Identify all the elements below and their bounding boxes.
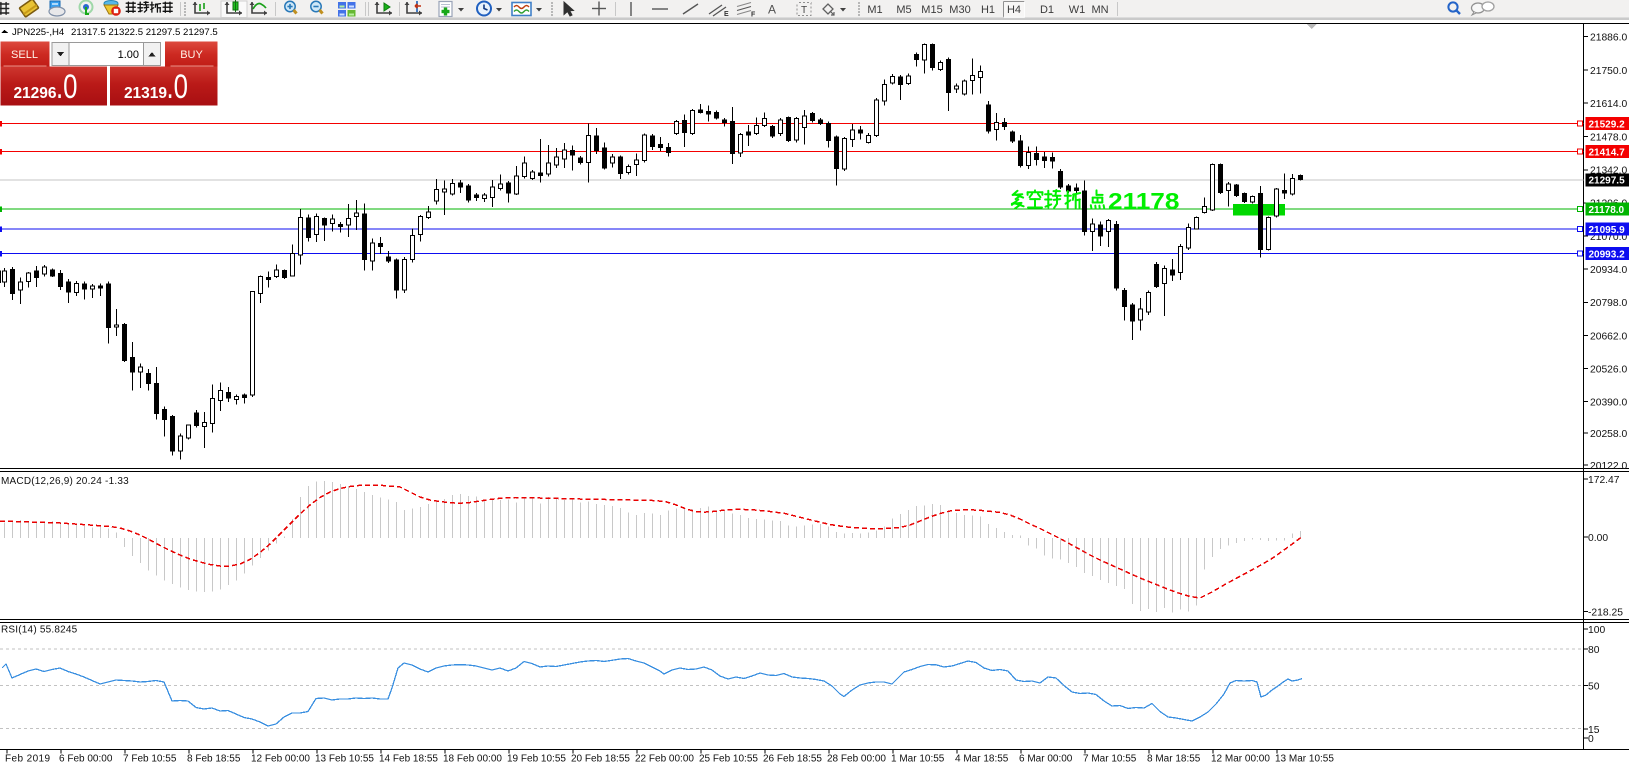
svg-text:18 Feb 00:00: 18 Feb 00:00 <box>443 754 502 765</box>
svg-text:80: 80 <box>1588 645 1600 656</box>
svg-text:H4: H4 <box>1007 4 1021 16</box>
svg-text:21095.9: 21095.9 <box>1589 225 1626 236</box>
svg-text:20122.0: 20122.0 <box>1590 461 1627 472</box>
svg-text:20 Feb 18:55: 20 Feb 18:55 <box>571 754 630 765</box>
svg-text:21750.0: 21750.0 <box>1590 66 1627 77</box>
svg-text:13 Feb 10:55: 13 Feb 10:55 <box>315 754 374 765</box>
svg-text:50: 50 <box>1588 681 1600 692</box>
svg-text:21319: 21319 <box>124 85 167 102</box>
svg-text:0.00: 0.00 <box>1588 533 1608 544</box>
svg-text:14 Feb 18:55: 14 Feb 18:55 <box>379 754 438 765</box>
svg-text:15: 15 <box>1588 725 1600 736</box>
svg-text:8 Feb 18:55: 8 Feb 18:55 <box>187 754 241 765</box>
svg-text:JPN225-,H4: JPN225-,H4 <box>12 27 65 38</box>
svg-text:21178.0: 21178.0 <box>1589 205 1625 216</box>
svg-text:22 Feb 00:00: 22 Feb 00:00 <box>635 754 694 765</box>
svg-text:20258.0: 20258.0 <box>1590 429 1627 440</box>
svg-text:M15: M15 <box>921 4 942 16</box>
svg-text:M1: M1 <box>867 4 882 16</box>
svg-text:21414.7: 21414.7 <box>1589 147 1626 158</box>
svg-text:20934.0: 20934.0 <box>1590 265 1627 276</box>
svg-text:12 Feb 00:00: 12 Feb 00:00 <box>251 754 310 765</box>
svg-text:25 Feb 10:55: 25 Feb 10:55 <box>699 754 758 765</box>
svg-text:W1: W1 <box>1069 4 1086 16</box>
svg-text:BUY: BUY <box>180 49 203 61</box>
svg-text:20993.2: 20993.2 <box>1589 249 1626 260</box>
svg-text:21886.0: 21886.0 <box>1590 33 1627 44</box>
svg-text:21342.0: 21342.0 <box>1590 166 1627 177</box>
svg-text:21178: 21178 <box>1108 188 1180 214</box>
svg-text:20526.0: 20526.0 <box>1590 364 1627 375</box>
svg-text:8 Mar 18:55: 8 Mar 18:55 <box>1147 754 1201 765</box>
svg-text:6 Feb 00:00: 6 Feb 00:00 <box>59 754 113 765</box>
svg-text:26 Feb 18:55: 26 Feb 18:55 <box>763 754 822 765</box>
svg-text:RSI(14) 55.8245: RSI(14) 55.8245 <box>1 625 78 636</box>
svg-text:.0: .0 <box>56 68 78 106</box>
svg-text:21478.0: 21478.0 <box>1590 132 1627 143</box>
svg-text:7 Mar 10:55: 7 Mar 10:55 <box>1083 754 1137 765</box>
svg-text:4 Mar 18:55: 4 Mar 18:55 <box>955 754 1009 765</box>
svg-text:M30: M30 <box>949 4 970 16</box>
svg-text:13 Mar 10:55: 13 Mar 10:55 <box>1275 754 1334 765</box>
svg-text:1 Mar 10:55: 1 Mar 10:55 <box>891 754 945 765</box>
svg-text:MN: MN <box>1091 4 1108 16</box>
svg-text:172.47: 172.47 <box>1588 475 1620 486</box>
svg-text:28 Feb 00:00: 28 Feb 00:00 <box>827 754 886 765</box>
svg-text:100: 100 <box>1588 625 1605 636</box>
svg-text:20798.0: 20798.0 <box>1590 298 1627 309</box>
svg-text:D1: D1 <box>1040 4 1054 16</box>
svg-text:21296: 21296 <box>13 85 56 102</box>
svg-text:MACD(12,26,9) 20.24 -1.33: MACD(12,26,9) 20.24 -1.33 <box>1 476 129 487</box>
svg-text:1.00: 1.00 <box>118 49 139 61</box>
svg-text:SELL: SELL <box>11 49 38 61</box>
svg-text:6 Mar 00:00: 6 Mar 00:00 <box>1019 754 1073 765</box>
svg-text:19 Feb 10:55: 19 Feb 10:55 <box>507 754 566 765</box>
svg-text:T: T <box>801 5 807 16</box>
svg-text:0: 0 <box>1588 734 1594 745</box>
svg-text:F: F <box>751 12 756 19</box>
svg-text:21317.5 21322.5 21297.5 21297.: 21317.5 21322.5 21297.5 21297.5 <box>71 27 218 38</box>
svg-text:Feb 2019: Feb 2019 <box>5 754 50 765</box>
svg-text:A: A <box>768 3 776 17</box>
svg-text:M5: M5 <box>896 4 911 16</box>
svg-text:H1: H1 <box>981 4 995 16</box>
svg-text:21529.2: 21529.2 <box>1589 119 1626 130</box>
svg-text:7 Feb 10:55: 7 Feb 10:55 <box>123 754 177 765</box>
svg-text:21070.0: 21070.0 <box>1590 232 1627 243</box>
svg-text:20390.0: 20390.0 <box>1590 398 1627 409</box>
svg-text:21614.0: 21614.0 <box>1590 99 1627 110</box>
svg-text:.0: .0 <box>167 68 189 106</box>
svg-text:12 Mar 00:00: 12 Mar 00:00 <box>1211 754 1270 765</box>
svg-text:20662.0: 20662.0 <box>1590 331 1627 342</box>
svg-text:-218.25: -218.25 <box>1588 607 1623 618</box>
svg-text:E: E <box>724 11 729 18</box>
svg-text:21297.5: 21297.5 <box>1589 175 1626 186</box>
